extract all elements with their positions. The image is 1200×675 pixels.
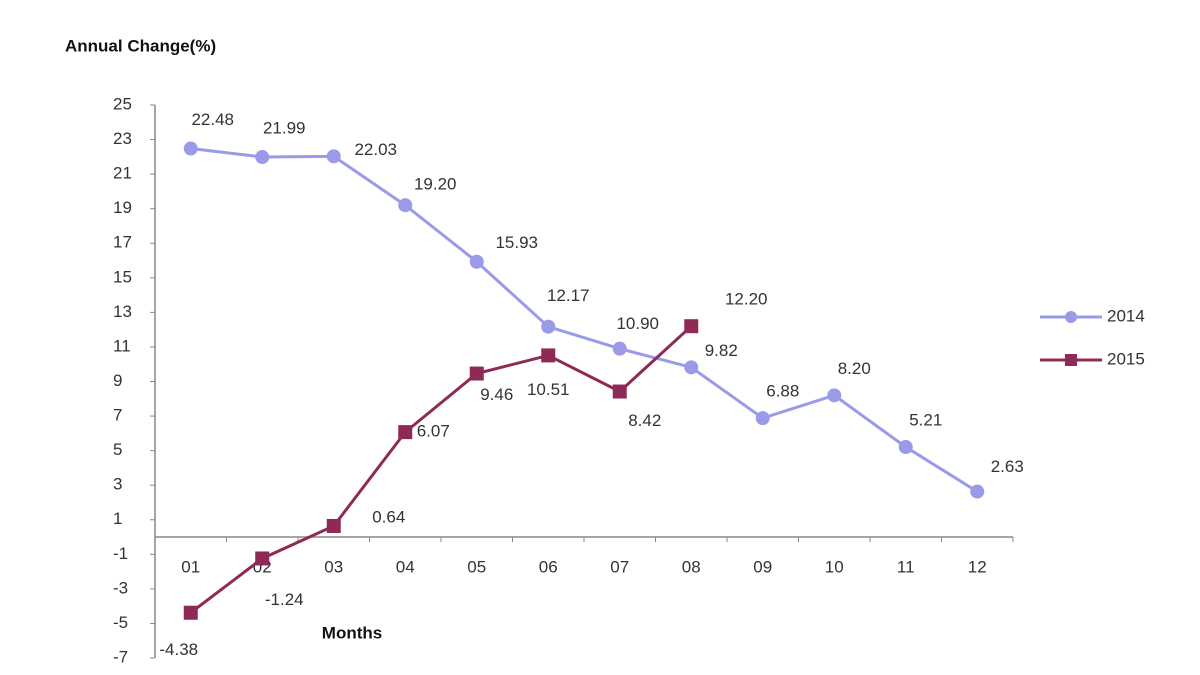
data-label: 6.88 bbox=[766, 382, 799, 401]
data-label: 21.99 bbox=[263, 119, 306, 138]
legend-marker bbox=[1065, 354, 1077, 366]
marker bbox=[612, 341, 627, 356]
data-label: 9.46 bbox=[480, 385, 513, 404]
y-tick-label: -1 bbox=[113, 544, 128, 563]
y-tick-label: 7 bbox=[113, 406, 122, 425]
marker bbox=[612, 384, 627, 399]
y-tick-label: -3 bbox=[113, 578, 128, 597]
data-label: 22.03 bbox=[354, 140, 397, 159]
data-label: 12.20 bbox=[725, 290, 768, 309]
marker bbox=[398, 198, 413, 213]
marker bbox=[970, 484, 985, 499]
marker bbox=[469, 254, 484, 269]
marker bbox=[469, 366, 484, 381]
y-tick-label: 23 bbox=[113, 129, 132, 148]
x-tick-label: 09 bbox=[753, 558, 772, 577]
x-tick-label: 01 bbox=[181, 558, 200, 577]
legend-marker bbox=[1065, 311, 1077, 323]
y-tick-label: 1 bbox=[113, 509, 122, 528]
x-tick-label: 12 bbox=[968, 558, 987, 577]
data-label: 19.20 bbox=[414, 175, 457, 194]
series-line bbox=[189, 325, 693, 614]
y-tick-label: -7 bbox=[113, 647, 128, 666]
data-label: 15.93 bbox=[495, 233, 538, 252]
data-label: 8.20 bbox=[838, 359, 871, 378]
marker bbox=[541, 348, 556, 363]
data-label: 6.07 bbox=[417, 422, 450, 441]
marker bbox=[827, 388, 842, 403]
y-axis-title: Annual Change(%) bbox=[65, 36, 216, 55]
marker bbox=[255, 551, 270, 566]
data-label: 22.48 bbox=[191, 110, 234, 129]
marker bbox=[684, 319, 699, 334]
marker bbox=[755, 411, 770, 426]
marker bbox=[255, 150, 270, 165]
series-line bbox=[190, 147, 979, 493]
y-tick-label: 25 bbox=[113, 94, 132, 113]
y-tick-label: 17 bbox=[113, 233, 132, 252]
marker bbox=[898, 439, 913, 454]
data-label: 9.82 bbox=[705, 341, 738, 360]
y-tick-label: 15 bbox=[113, 267, 132, 286]
marker bbox=[398, 425, 413, 440]
marker bbox=[183, 605, 198, 620]
marker bbox=[684, 360, 699, 375]
marker bbox=[326, 149, 341, 164]
y-tick-label: 13 bbox=[113, 302, 132, 321]
x-tick-label: 11 bbox=[897, 558, 915, 577]
x-tick-label: 10 bbox=[825, 558, 844, 577]
data-label: -1.24 bbox=[265, 590, 304, 609]
marker bbox=[326, 518, 341, 533]
data-label: 10.51 bbox=[527, 380, 570, 399]
data-label: 5.21 bbox=[909, 410, 942, 429]
x-tick-label: 07 bbox=[610, 558, 629, 577]
y-tick-label: -5 bbox=[113, 613, 128, 632]
y-tick-label: 9 bbox=[113, 371, 122, 390]
y-tick-label: 11 bbox=[113, 336, 131, 355]
y-tick-label: 5 bbox=[113, 440, 122, 459]
legend-label: 2014 bbox=[1107, 306, 1145, 325]
data-label: 2.63 bbox=[991, 457, 1024, 476]
data-label: 0.64 bbox=[372, 507, 405, 526]
x-tick-label: 05 bbox=[467, 558, 486, 577]
legend-label: 2015 bbox=[1107, 349, 1145, 368]
x-axis-title: Months bbox=[322, 623, 382, 642]
data-label: -4.38 bbox=[159, 640, 198, 659]
x-tick-label: 08 bbox=[682, 558, 701, 577]
marker bbox=[183, 141, 198, 156]
y-tick-label: 19 bbox=[113, 198, 132, 217]
x-tick-label: 03 bbox=[324, 558, 343, 577]
x-tick-label: 04 bbox=[396, 558, 415, 577]
y-tick-label: 21 bbox=[113, 164, 132, 183]
y-tick-label: 3 bbox=[113, 475, 122, 494]
x-tick-label: 06 bbox=[539, 558, 558, 577]
data-label: 10.90 bbox=[616, 314, 659, 333]
data-label: 12.17 bbox=[547, 286, 590, 305]
marker bbox=[541, 319, 556, 334]
data-label: 8.42 bbox=[628, 411, 661, 430]
